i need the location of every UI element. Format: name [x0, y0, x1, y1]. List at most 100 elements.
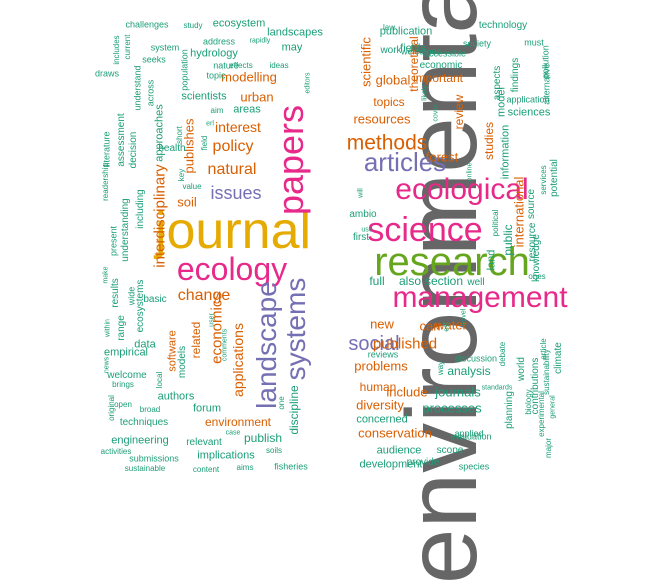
cloud-word: effects	[229, 61, 253, 70]
cloud-word: new	[370, 316, 394, 332]
cloud-word: ambio	[349, 209, 377, 220]
cloud-word: submissions	[129, 453, 179, 464]
cloud-word: topics	[373, 95, 405, 109]
cloud-word: species	[458, 461, 490, 472]
cloud-word: science	[367, 211, 483, 249]
cloud-word: society	[462, 38, 492, 49]
cloud-word: broad	[139, 405, 161, 414]
cloud-word: potential	[549, 159, 560, 197]
cloud-word: major	[544, 437, 553, 459]
cloud-word: landscapes	[267, 26, 323, 39]
cloud-word: policy	[212, 138, 254, 155]
cloud-word: ideas	[269, 61, 289, 70]
cloud-word: technology	[478, 20, 528, 31]
cloud-word: journal	[154, 202, 312, 260]
cloud-word: application	[506, 94, 550, 105]
cloud-word: engineering	[111, 434, 169, 447]
cloud-word: basic	[143, 294, 167, 305]
cloud-word: diversity	[356, 397, 404, 413]
cloud-word: applied	[454, 428, 484, 439]
cloud-word: value	[182, 182, 202, 191]
cloud-word: data	[134, 338, 156, 351]
cloud-word: user	[208, 313, 216, 327]
cloud-word: accessible	[423, 48, 467, 59]
cloud-word: techniques	[119, 417, 169, 428]
cloud-word: methods	[346, 131, 428, 155]
cloud-word: concerned	[356, 413, 408, 426]
cloud-word: welcome	[107, 370, 147, 381]
cloud-word: landscape	[251, 281, 282, 409]
cloud-word: one	[277, 396, 286, 410]
cloud-word: applications	[230, 323, 246, 397]
cloud-word: population	[179, 49, 190, 91]
cloud-word: current	[123, 34, 132, 60]
cloud-word: interest	[215, 119, 261, 135]
cloud-word: est	[443, 322, 451, 332]
cloud-word: information	[499, 124, 512, 180]
cloud-word: environment	[204, 415, 272, 429]
word-cloud: environmental journal research management ec…	[94, 0, 568, 584]
cloud-word: section	[424, 274, 464, 288]
cloud-word: climate	[553, 342, 564, 374]
cloud-word: related	[189, 321, 203, 359]
cloud-word: evaluation	[450, 431, 492, 442]
cloud-word: challenges	[125, 19, 169, 30]
cloud-word: reviews	[367, 349, 399, 360]
cloud-word: likely	[421, 85, 429, 101]
cloud-word: land	[485, 249, 498, 271]
cloud-word: aim	[210, 106, 224, 115]
cloud-word: range	[116, 315, 127, 341]
cloud-word: ecological	[395, 173, 529, 206]
cloud-word: including	[135, 189, 146, 229]
cloud-word: sciences	[507, 106, 551, 119]
cloud-word: services	[539, 165, 548, 195]
cloud-word: editors	[304, 72, 312, 94]
cloud-word: forest	[425, 149, 459, 165]
cloud-word: published	[372, 335, 438, 353]
cloud-word: first	[352, 232, 370, 243]
cloud-word: review	[452, 94, 466, 130]
cloud-word: full	[369, 274, 385, 288]
cloud-word: biology	[524, 389, 533, 415]
cloud-word: may	[281, 41, 303, 54]
cloud-word: local	[155, 371, 164, 389]
cloud-word: system	[150, 42, 180, 53]
cloud-word: draws	[94, 68, 120, 79]
cloud-word: public	[501, 224, 515, 256]
cloud-word: important	[412, 71, 464, 85]
cloud-word: open	[114, 400, 132, 409]
cloud-word: standards	[481, 384, 513, 392]
cloud-word: models	[177, 345, 188, 379]
cloud-word: economic	[419, 60, 463, 71]
cloud-word: novel	[460, 308, 468, 326]
cloud-word: areas	[233, 103, 261, 116]
cloud-word: health	[158, 143, 186, 154]
cloud-word: discipline	[287, 385, 301, 435]
cloud-word: modelling	[221, 69, 277, 85]
cloud-word: source	[526, 188, 537, 220]
cloud-word: understanding	[120, 198, 131, 262]
cloud-word: content	[192, 465, 220, 474]
cloud-word: decision	[128, 131, 139, 169]
cloud-word: discussion	[454, 353, 498, 364]
cloud-word: articles	[363, 147, 447, 177]
cloud-word: resources	[353, 111, 411, 127]
cloud-word: welcomes	[400, 46, 442, 57]
cloud-word: study	[183, 21, 203, 30]
cloud-word: activities	[100, 447, 132, 456]
cloud-word: research	[374, 240, 530, 284]
cloud-word: studies	[482, 121, 496, 161]
cloud-word: management	[392, 281, 568, 314]
cloud-word: experimental	[537, 391, 546, 437]
cloud-word: change	[177, 287, 231, 304]
cloud-word: water	[435, 317, 467, 333]
cloud-word: natural	[207, 161, 257, 178]
cloud-word: will	[357, 188, 365, 198]
cloud-word: key	[177, 168, 186, 182]
cloud-word: across	[145, 79, 156, 107]
cloud-word: within	[104, 319, 112, 337]
cloud-word: short	[175, 126, 184, 144]
cloud-word: address	[202, 36, 236, 47]
cloud-word: debate	[498, 341, 507, 367]
cloud-word: interdisciplinary	[151, 164, 169, 268]
